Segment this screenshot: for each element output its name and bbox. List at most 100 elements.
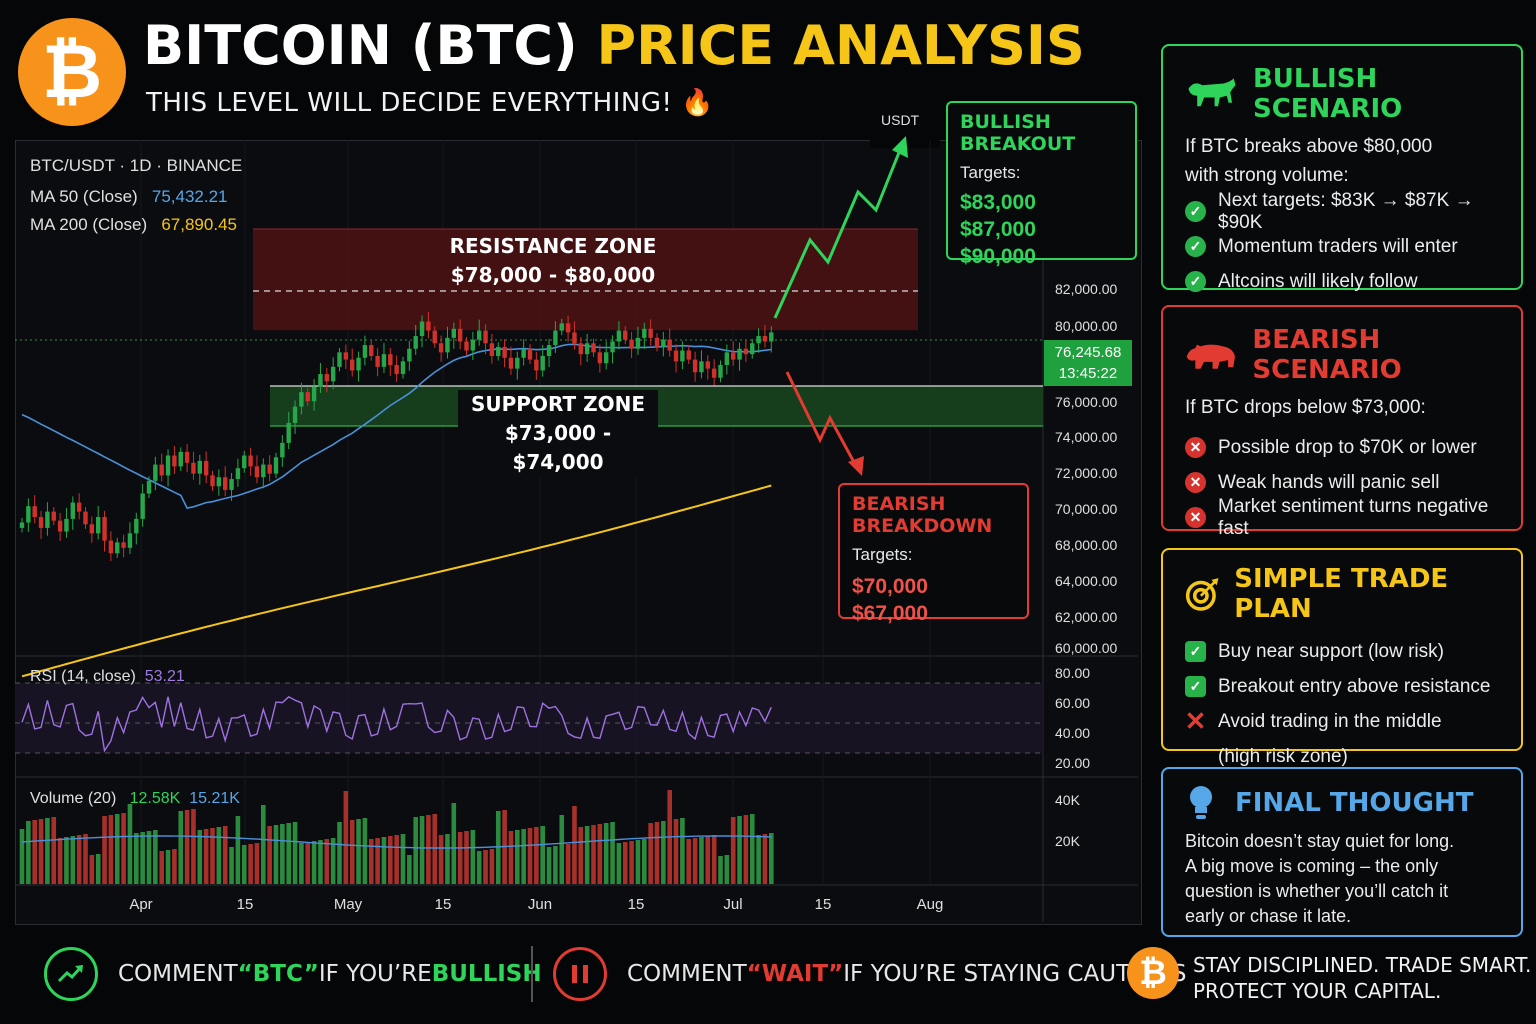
volume-bar	[661, 821, 666, 884]
candle	[267, 464, 272, 474]
volume-bar	[705, 836, 711, 884]
x-tick-label: Jun	[527, 896, 553, 913]
candle	[210, 475, 215, 487]
candle	[527, 348, 533, 360]
bullish-scenario-card: BULLISH SCENARIO If BTC breaks above $80…	[1161, 44, 1523, 292]
candle	[229, 479, 234, 490]
volume-bar	[311, 841, 317, 884]
candle	[261, 464, 266, 478]
candle	[362, 345, 368, 358]
rsi-tick-label: 40.00	[1055, 725, 1091, 741]
volume-bar	[362, 818, 368, 884]
candle	[457, 328, 463, 342]
candle	[70, 502, 75, 519]
y-tick-label: 72,000.00	[1055, 465, 1118, 481]
volume-bar	[521, 829, 526, 884]
plan-item-note: (high risk zone)	[1218, 745, 1348, 767]
plan-item: ✓ Buy near support (low risk)	[1185, 634, 1499, 669]
candle	[540, 355, 545, 371]
x-tick-label: May	[333, 896, 363, 913]
candle	[32, 506, 37, 518]
candle	[407, 348, 412, 362]
candle	[134, 518, 139, 534]
volume-bar	[108, 815, 114, 884]
bearish-item: ✕ Market sentiment turns negative fast	[1185, 496, 1499, 539]
volume-bar	[267, 826, 272, 884]
bearish-scenario-title: BEARISH SCENARIO	[1252, 325, 1402, 385]
volume-bar	[584, 826, 590, 884]
volume-tick-label: 20K	[1055, 833, 1080, 849]
volume-bar	[337, 822, 342, 884]
candle	[445, 337, 450, 353]
volume-bar	[622, 842, 628, 884]
rsi-band	[15, 683, 1043, 753]
candle	[369, 345, 374, 356]
candle	[419, 321, 425, 337]
support-zone-label: SUPPORT ZONE $73,000 - $74,000	[458, 390, 658, 477]
volume-legend: Volume (20) 12.58K 15.21K	[30, 790, 240, 807]
volume-bar	[591, 825, 596, 884]
y-tick-label: 76,000.00	[1055, 394, 1118, 410]
volume-bar	[559, 815, 565, 884]
candle	[102, 517, 107, 541]
cross-icon: ✕	[1185, 437, 1206, 458]
volume-bar	[457, 832, 463, 884]
cross-icon: ✕	[1184, 706, 1207, 736]
rsi-line	[21, 695, 772, 753]
candle	[343, 352, 349, 360]
volume-bar	[89, 855, 95, 884]
rsi-legend: RSI (14, close) 53.21	[30, 668, 185, 685]
check-icon: ✓	[1185, 236, 1206, 257]
candle	[146, 480, 152, 494]
candle	[724, 352, 730, 366]
volume-bar	[261, 805, 266, 884]
bearish-arrow	[785, 371, 858, 467]
volume-bar	[711, 835, 717, 884]
volume-bar	[686, 839, 692, 884]
volume-bar	[769, 833, 774, 884]
bullish-breakout-title: BULLISH BREAKOUT	[960, 111, 1076, 155]
bullish-target: $90,000	[960, 245, 1036, 268]
x-tick-label: Jul	[723, 896, 743, 913]
candle	[83, 511, 88, 525]
candle	[572, 332, 577, 344]
volume-bar	[635, 840, 641, 884]
bullish-item: ✓ Altcoins will likely follow	[1185, 264, 1499, 299]
volume-bar	[330, 838, 336, 884]
volume-bar	[191, 809, 196, 884]
bearish-scenario-card: BEARISH SCENARIO If BTC drops below $73,…	[1161, 305, 1523, 539]
footer-cautious-cta: COMMENT “WAIT” IF YOU’RE STAYING CAUTIOU…	[553, 944, 1186, 1004]
bitcoin-logo-icon: ₿	[18, 18, 126, 126]
y-tick-label: 80,000.00	[1055, 318, 1118, 334]
volume-bar	[388, 836, 393, 884]
candle	[191, 462, 196, 474]
bearish-item: ✕ Weak hands will panic sell	[1185, 465, 1499, 500]
candle	[299, 392, 304, 407]
bullish-item: ✓ Next targets: $83K → $87K → $90K	[1185, 190, 1499, 233]
bearish-target: $70,000	[852, 575, 928, 598]
target-icon	[1185, 578, 1219, 611]
candle	[178, 451, 183, 467]
candle	[203, 460, 209, 476]
volume-bar	[299, 843, 304, 884]
volume-bar	[222, 826, 228, 884]
trade-plan-title: SIMPLE TRADE PLAN	[1234, 564, 1449, 624]
volume-bar	[578, 827, 584, 884]
candle	[496, 346, 501, 356]
candle	[280, 442, 285, 458]
page-title: BITCOIN (BTC) PRICE ANALYSIS	[143, 14, 1085, 77]
candle	[57, 520, 63, 532]
volume-bar	[565, 844, 571, 884]
candle	[318, 374, 323, 387]
volume-bar	[305, 842, 311, 884]
volume-bar	[146, 831, 152, 884]
candle	[743, 348, 749, 355]
candle	[623, 330, 628, 340]
volume-bar	[743, 815, 749, 884]
candle	[292, 406, 298, 423]
check-icon: ✓	[1185, 201, 1206, 222]
volume-bar	[368, 839, 374, 884]
volume-bar	[51, 817, 57, 884]
volume-bar	[451, 803, 457, 884]
volume-bar	[19, 829, 25, 884]
